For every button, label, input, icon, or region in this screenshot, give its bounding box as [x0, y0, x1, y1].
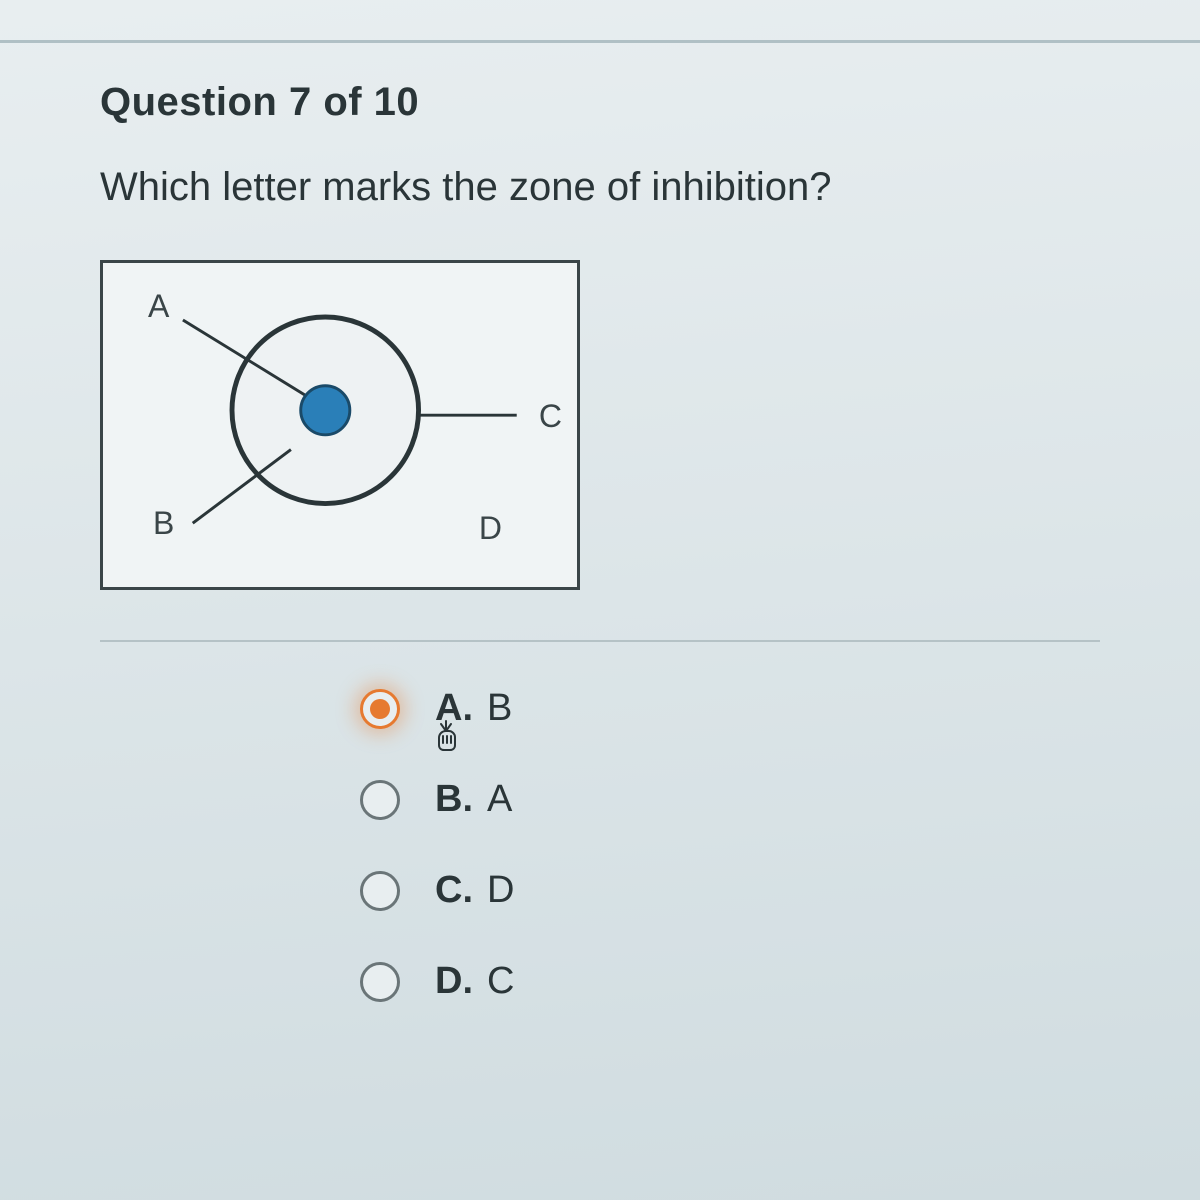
option-c[interactable]: C.D — [360, 869, 1100, 912]
radio-b[interactable] — [360, 780, 400, 820]
cursor-icon — [432, 719, 462, 760]
options-list: A.B B.A C.D D.C — [100, 687, 1100, 1003]
radio-c[interactable] — [360, 871, 400, 911]
diagram-container: A B C D — [100, 260, 580, 590]
diagram-label-c: C — [539, 398, 562, 435]
radio-d[interactable] — [360, 962, 400, 1002]
diagram-label-b: B — [153, 505, 174, 542]
option-b[interactable]: B.A — [360, 778, 1100, 821]
section-divider — [100, 640, 1100, 642]
top-divider — [0, 40, 1200, 43]
inner-circle — [301, 386, 350, 435]
question-header: Question 7 of 10 — [100, 80, 1100, 125]
question-text: Which letter marks the zone of inhibitio… — [100, 165, 1100, 210]
option-d[interactable]: D.C — [360, 960, 1100, 1003]
option-label-d: D.C — [435, 960, 514, 1003]
option-a[interactable]: A.B — [360, 687, 1100, 730]
option-label-b: B.A — [435, 778, 512, 821]
radio-a[interactable] — [360, 689, 400, 729]
diagram-label-d: D — [479, 510, 502, 547]
option-label-c: C.D — [435, 869, 514, 912]
diagram-label-a: A — [148, 288, 169, 325]
